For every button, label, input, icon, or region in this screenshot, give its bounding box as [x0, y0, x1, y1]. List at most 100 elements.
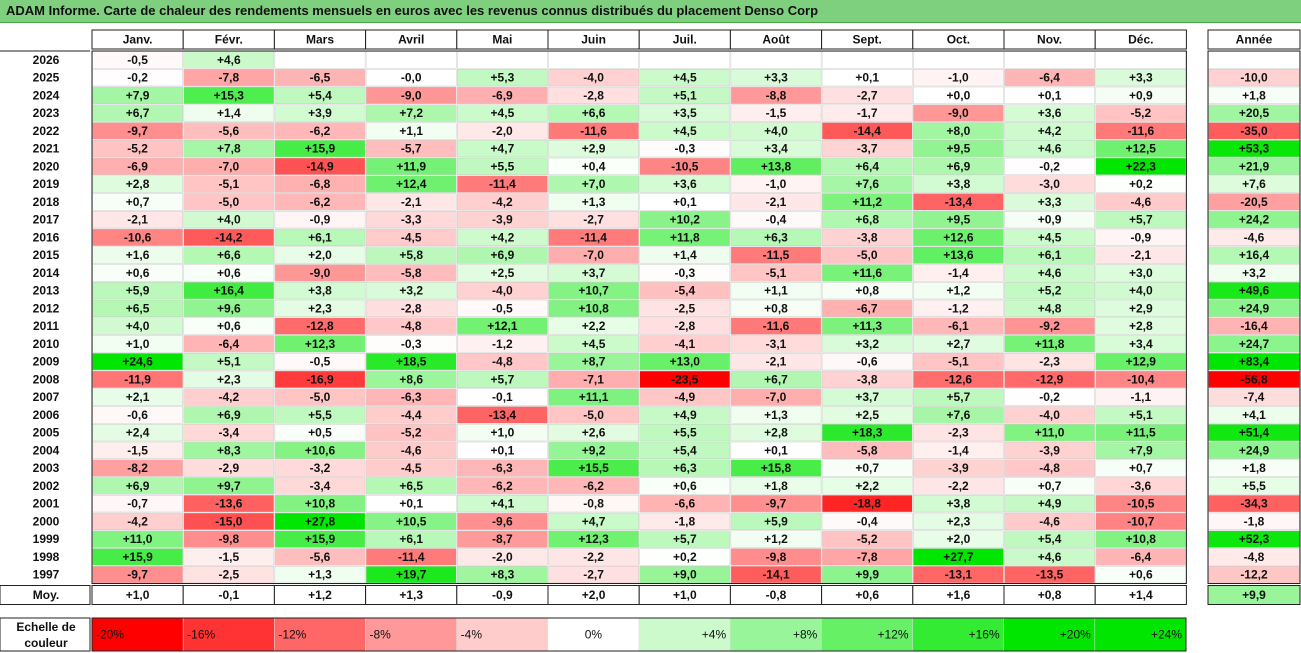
heatmap-cell-value: -6,3 — [492, 461, 513, 475]
heatmap-cell-value: +2,5 — [855, 408, 879, 422]
heatmap-cell-value: +0,7 — [1129, 461, 1153, 475]
heatmap-cell-value: +6,7 — [764, 372, 788, 386]
heatmap-cell-value: -2,2 — [948, 479, 969, 493]
heatmap-cell — [1095, 548, 1187, 566]
month-header-cell — [1094, 29, 1187, 50]
heatmap-cell-value: +1,4 — [673, 248, 697, 262]
heatmap-cell-value: -15,0 — [215, 514, 243, 528]
heatmap-cell-value: +5,1 — [1129, 408, 1153, 422]
heatmap-cell — [183, 228, 275, 246]
heatmap-cell-value: +0,7 — [1038, 479, 1062, 493]
heatmap-cell-value: -0,5 — [492, 301, 513, 315]
annual-cell-value: +3,2 — [1242, 266, 1266, 280]
heatmap-cell-value: +5,7 — [673, 532, 697, 546]
heatmap-cell-value: +5,4 — [1038, 532, 1062, 546]
heatmap-cell-value: +5,7 — [947, 390, 971, 404]
heatmap-cell-value: -9,0 — [948, 106, 969, 120]
heatmap-cell-value: +11,1 — [579, 390, 609, 404]
heatmap-cell — [730, 140, 822, 158]
heatmap-cell — [457, 104, 548, 122]
scale-swatch-label: +12% — [877, 628, 908, 642]
scale-swatch-label: +16% — [969, 628, 1000, 642]
annual-table-border — [1207, 50, 1301, 584]
heatmap-cell — [1004, 388, 1095, 406]
annual-cell-value: +24,9 — [1239, 301, 1270, 315]
annual-cell-value: +7,6 — [1242, 177, 1266, 191]
heatmap-cell — [183, 477, 275, 495]
scale-swatch — [638, 617, 731, 652]
heatmap-cell-value: -5,0 — [857, 248, 878, 262]
year-label: 2002 — [33, 479, 60, 493]
heatmap-cell-value: +10,6 — [305, 443, 336, 457]
heatmap-cell-value: +5,4 — [673, 443, 697, 457]
heatmap-cell-value: +0,6 — [1129, 568, 1153, 582]
heatmap-cell — [457, 317, 548, 335]
heatmap-cell — [639, 175, 731, 193]
heatmap-cell — [365, 424, 457, 442]
scale-swatch-label: +20% — [1060, 628, 1091, 642]
heatmap-cell — [457, 495, 548, 513]
heatmap-cell-value: +7,6 — [855, 177, 879, 191]
heatmap-cell — [821, 495, 913, 513]
year-label: 2006 — [33, 408, 60, 422]
heatmap-cell — [1004, 228, 1095, 246]
heatmap-cell-value: +1,3 — [582, 195, 606, 209]
heatmap-cell — [913, 512, 1004, 530]
heatmap-cell — [183, 388, 275, 406]
heatmap-cell — [1004, 140, 1095, 158]
heatmap-cell — [457, 69, 548, 87]
heatmap-cell-value: +5,9 — [764, 514, 788, 528]
month-header-label: Sept. — [853, 33, 882, 47]
heatmap-cell — [1095, 228, 1187, 246]
heatmap-cell-value: +0,5 — [308, 426, 332, 440]
heatmap-cell — [1095, 193, 1187, 211]
heatmap-cell — [1095, 495, 1187, 513]
heatmap-cell-value: +9,5 — [947, 213, 971, 227]
month-header-label: Août — [762, 33, 789, 47]
heatmap-cell-value: -11,4 — [580, 230, 607, 244]
heatmap-cell — [1095, 317, 1187, 335]
heatmap-cell-value: +2,2 — [855, 479, 879, 493]
heatmap-cell-value: -0,5 — [310, 355, 331, 369]
heatmap-cell — [457, 246, 548, 264]
heatmap-cell — [821, 317, 913, 335]
heatmap-cell-value: +11,0 — [123, 532, 153, 546]
year-label: 2019 — [33, 177, 60, 191]
heatmap-cell — [548, 228, 639, 246]
heatmap-cell-value: +2,0 — [308, 248, 332, 262]
heatmap-cell — [1095, 157, 1187, 175]
year-label: 2015 — [33, 248, 60, 262]
scale-swatch — [1094, 617, 1187, 652]
heatmap-cell-value: -6,2 — [583, 479, 604, 493]
heatmap-cell-value: +6,1 — [1038, 248, 1062, 262]
heatmap-cell-value: +2,1 — [126, 390, 150, 404]
heatmap-cell-value: -2,1 — [127, 213, 148, 227]
heatmap-cell — [1004, 548, 1095, 566]
heatmap-cell-value: +1,2 — [947, 284, 971, 298]
heatmap-cell — [365, 104, 457, 122]
heatmap-cell-value: +2,2 — [582, 319, 606, 333]
heatmap-cell — [821, 264, 913, 282]
heatmap-cell-value: -10,7 — [1127, 514, 1155, 528]
heatmap-cell — [548, 104, 639, 122]
heatmap-cell-value: -9,0 — [310, 266, 331, 280]
heatmap-cell-value: +4,0 — [217, 213, 241, 227]
heatmap-cell-value: -5,0 — [218, 195, 239, 209]
heatmap-cell-value: +4,2 — [491, 230, 515, 244]
heatmap-cell-value: +12,3 — [305, 337, 336, 351]
heatmap-cell — [1095, 388, 1187, 406]
heatmap-cell — [730, 122, 822, 140]
heatmap-cell — [183, 140, 275, 158]
heatmap-cell-value: -4,2 — [218, 390, 239, 404]
heatmap-cell-value: -11,6 — [763, 319, 790, 333]
heatmap-cell-value: -1,1 — [1130, 390, 1151, 404]
heatmap-cell — [730, 264, 822, 282]
year-label: 2014 — [33, 266, 60, 280]
heatmap-cell-value: +3,6 — [673, 177, 697, 191]
heatmap-cell-value: -12,9 — [1036, 372, 1064, 386]
heatmap-cell-value: -2,1 — [766, 195, 787, 209]
heatmap-cell-value: +6,4 — [855, 159, 879, 173]
heatmap-cell-value: +6,3 — [673, 461, 697, 475]
year-label: 2021 — [33, 142, 60, 156]
heatmap-cell-value: -5,1 — [218, 177, 239, 191]
